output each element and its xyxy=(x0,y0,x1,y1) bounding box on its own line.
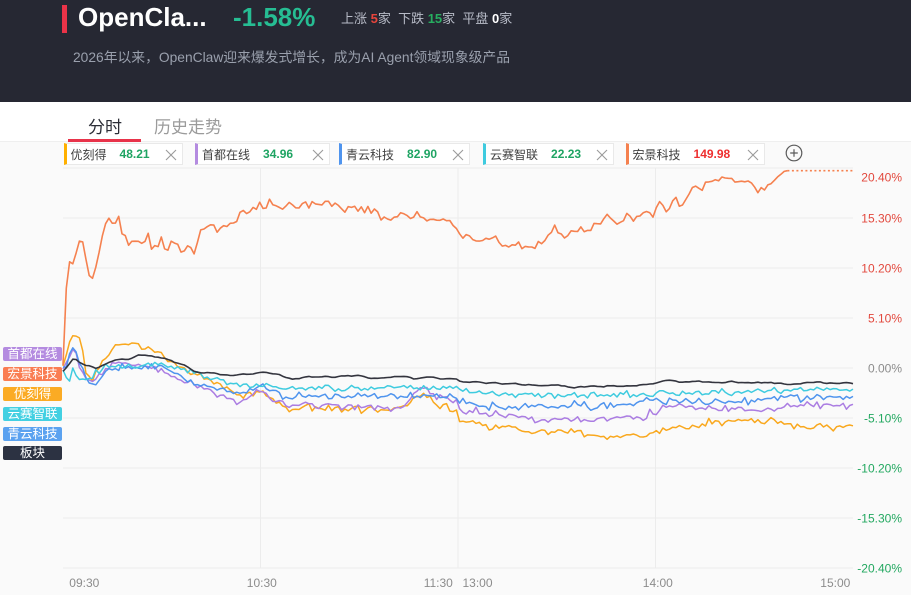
svg-text:10.20%: 10.20% xyxy=(861,262,902,276)
svg-text:11:30: 11:30 xyxy=(424,576,453,590)
svg-text:20.40%: 20.40% xyxy=(861,171,902,185)
svg-text:15:00: 15:00 xyxy=(820,576,850,590)
svg-text:0.00%: 0.00% xyxy=(868,362,902,376)
svg-text:-15.30%: -15.30% xyxy=(857,512,902,526)
svg-text:13:00: 13:00 xyxy=(462,576,492,590)
svg-text:10:30: 10:30 xyxy=(247,576,277,590)
svg-text:09:30: 09:30 xyxy=(69,576,99,590)
svg-text:-20.40%: -20.40% xyxy=(857,562,902,576)
svg-text:-5.10%: -5.10% xyxy=(864,412,902,426)
svg-text:15.30%: 15.30% xyxy=(861,212,902,226)
svg-text:14:00: 14:00 xyxy=(643,576,673,590)
svg-text:5.10%: 5.10% xyxy=(868,312,902,326)
svg-text:-10.20%: -10.20% xyxy=(857,462,902,476)
